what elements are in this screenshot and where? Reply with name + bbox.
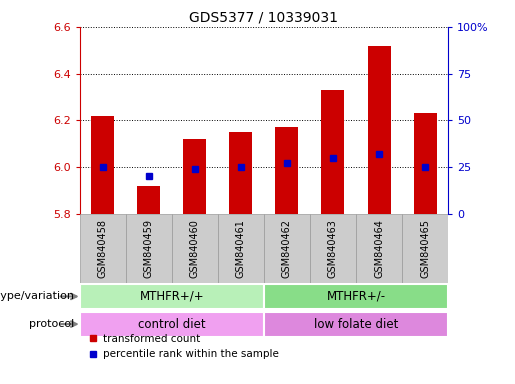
Bar <box>264 214 310 283</box>
Bar <box>172 214 218 283</box>
Text: GSM840464: GSM840464 <box>374 219 384 278</box>
Text: GSM840463: GSM840463 <box>328 219 338 278</box>
Bar <box>126 214 172 283</box>
Text: GSM840461: GSM840461 <box>236 219 246 278</box>
Bar <box>402 214 448 283</box>
Bar <box>91 116 114 214</box>
Text: MTHFR+/+: MTHFR+/+ <box>140 290 204 303</box>
Text: GSM840462: GSM840462 <box>282 219 292 278</box>
Bar <box>264 312 448 336</box>
Legend: transformed count, percentile rank within the sample: transformed count, percentile rank withi… <box>85 330 283 363</box>
Bar <box>276 127 299 214</box>
Text: low folate diet: low folate diet <box>314 318 398 331</box>
Bar <box>264 284 448 309</box>
Bar <box>80 284 264 309</box>
Bar <box>321 90 345 214</box>
Text: GSM840459: GSM840459 <box>144 219 154 278</box>
Bar <box>368 46 390 214</box>
Bar <box>310 214 356 283</box>
Text: MTHFR+/-: MTHFR+/- <box>327 290 386 303</box>
Text: GSM840458: GSM840458 <box>98 219 108 278</box>
Text: genotype/variation: genotype/variation <box>0 291 75 301</box>
Text: protocol: protocol <box>29 319 75 329</box>
Bar <box>183 139 207 214</box>
Bar <box>138 185 160 214</box>
Text: GSM840465: GSM840465 <box>420 219 430 278</box>
Bar <box>229 132 252 214</box>
Bar <box>80 214 126 283</box>
Bar <box>218 214 264 283</box>
Bar <box>414 113 437 214</box>
Title: GDS5377 / 10339031: GDS5377 / 10339031 <box>190 10 338 24</box>
Text: control diet: control diet <box>138 318 205 331</box>
Text: GSM840460: GSM840460 <box>190 219 200 278</box>
Bar <box>356 214 402 283</box>
Bar <box>80 312 264 336</box>
